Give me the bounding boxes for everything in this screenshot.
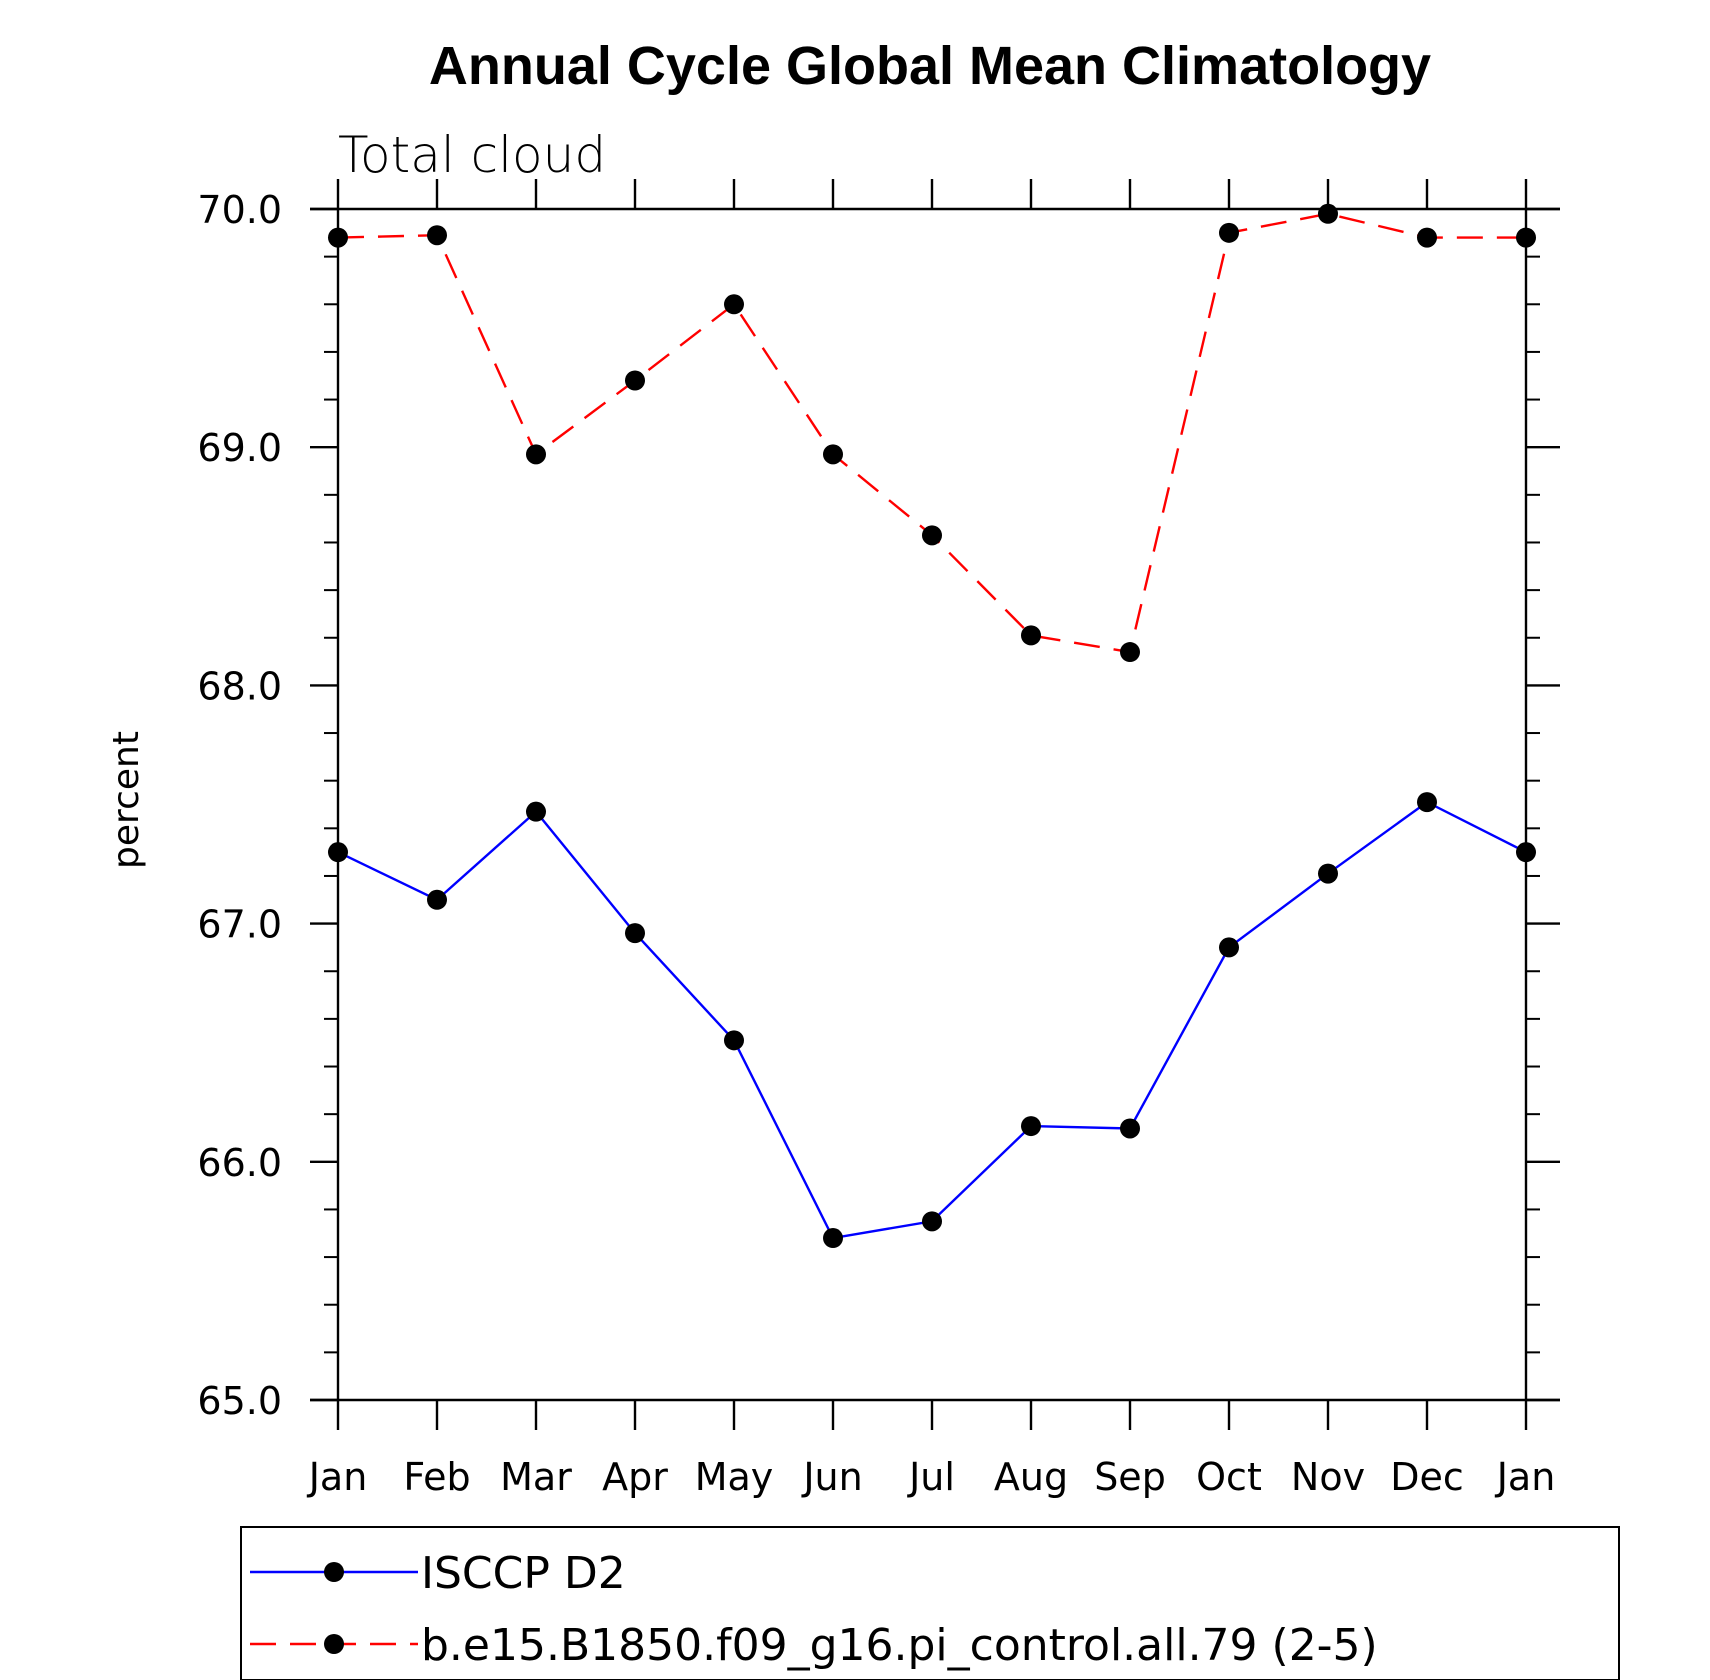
data-point-0-12 xyxy=(1516,842,1536,863)
x-tick-label: Jan xyxy=(1495,1455,1556,1499)
chart-subtitle: Total cloud xyxy=(338,126,606,184)
data-point-1-4 xyxy=(724,294,744,315)
x-tick-label: Feb xyxy=(403,1455,470,1499)
y-tick-labels: 65.0 66.0 67.0 68.0 69.0 70.0 xyxy=(197,188,282,1423)
data-point-1-10 xyxy=(1318,203,1338,224)
x-tick-label: May xyxy=(695,1455,774,1499)
data-point-0-3 xyxy=(625,923,645,944)
x-tick-label: Sep xyxy=(1094,1455,1166,1499)
y-tick-label: 67.0 xyxy=(197,903,282,947)
y-tick-label: 66.0 xyxy=(197,1141,282,1185)
data-point-0-9 xyxy=(1219,937,1239,958)
y-tick-label: 70.0 xyxy=(197,188,282,232)
legend-marker-model xyxy=(324,1634,344,1654)
data-point-0-10 xyxy=(1318,863,1338,884)
data-point-0-11 xyxy=(1417,792,1437,813)
y-tick-label: 69.0 xyxy=(197,426,282,470)
legend-box xyxy=(240,1526,1620,1680)
data-point-1-6 xyxy=(922,525,942,546)
x-tick-label: Jun xyxy=(801,1455,862,1499)
x-tick-label: Nov xyxy=(1291,1455,1365,1499)
data-point-0-8 xyxy=(1120,1118,1140,1139)
x-tick-labels: Jan Feb Mar Apr May Jun Jul Aug Sep Oct Nov Dec Jan xyxy=(307,1455,1556,1499)
data-point-1-5 xyxy=(823,444,843,465)
legend-label-model: b.e15.B1850.f09_g16.pi_control.all.79 (2… xyxy=(421,1620,1378,1671)
y-tick-label: 65.0 xyxy=(197,1379,282,1423)
x-tick-label: Mar xyxy=(500,1455,572,1499)
data-point-0-2 xyxy=(526,801,546,822)
data-point-1-7 xyxy=(1021,625,1041,646)
axes xyxy=(310,179,1560,1430)
data-point-1-2 xyxy=(526,444,546,465)
data-point-1-12 xyxy=(1516,227,1536,248)
y-axis-title: percent xyxy=(106,731,147,869)
data-point-1-9 xyxy=(1219,222,1239,243)
data-point-0-7 xyxy=(1021,1116,1041,1137)
y-tick-label: 68.0 xyxy=(197,664,282,708)
data-point-1-11 xyxy=(1417,227,1437,248)
data-point-0-1 xyxy=(427,889,447,910)
x-tick-label: Dec xyxy=(1390,1455,1464,1499)
data-point-0-6 xyxy=(922,1211,942,1232)
series-line-1 xyxy=(337,212,1526,654)
x-tick-label: Aug xyxy=(994,1455,1068,1499)
x-tick-label: Jan xyxy=(307,1455,368,1499)
data-point-1-0 xyxy=(328,227,348,248)
legend-label-isccp: ISCCP D2 xyxy=(421,1548,626,1599)
data-point-1-1 xyxy=(427,225,447,246)
x-tick-label: Jul xyxy=(907,1455,955,1499)
data-point-0-4 xyxy=(724,1030,744,1051)
data-point-1-3 xyxy=(625,370,645,391)
data-point-1-8 xyxy=(1120,642,1140,663)
x-tick-label: Oct xyxy=(1196,1455,1262,1499)
data-point-0-0 xyxy=(328,842,348,863)
series-line-0 xyxy=(337,800,1527,1240)
legend-marker-isccp xyxy=(324,1562,344,1582)
series-layer xyxy=(328,203,1536,1249)
chart-title: Annual Cycle Global Mean Climatology xyxy=(429,36,1431,96)
data-point-0-5 xyxy=(823,1228,843,1249)
x-tick-label: Apr xyxy=(602,1455,668,1499)
legend: ISCCP D2 b.e15.B1850.f09_g16.pi_control.… xyxy=(240,1526,1620,1680)
